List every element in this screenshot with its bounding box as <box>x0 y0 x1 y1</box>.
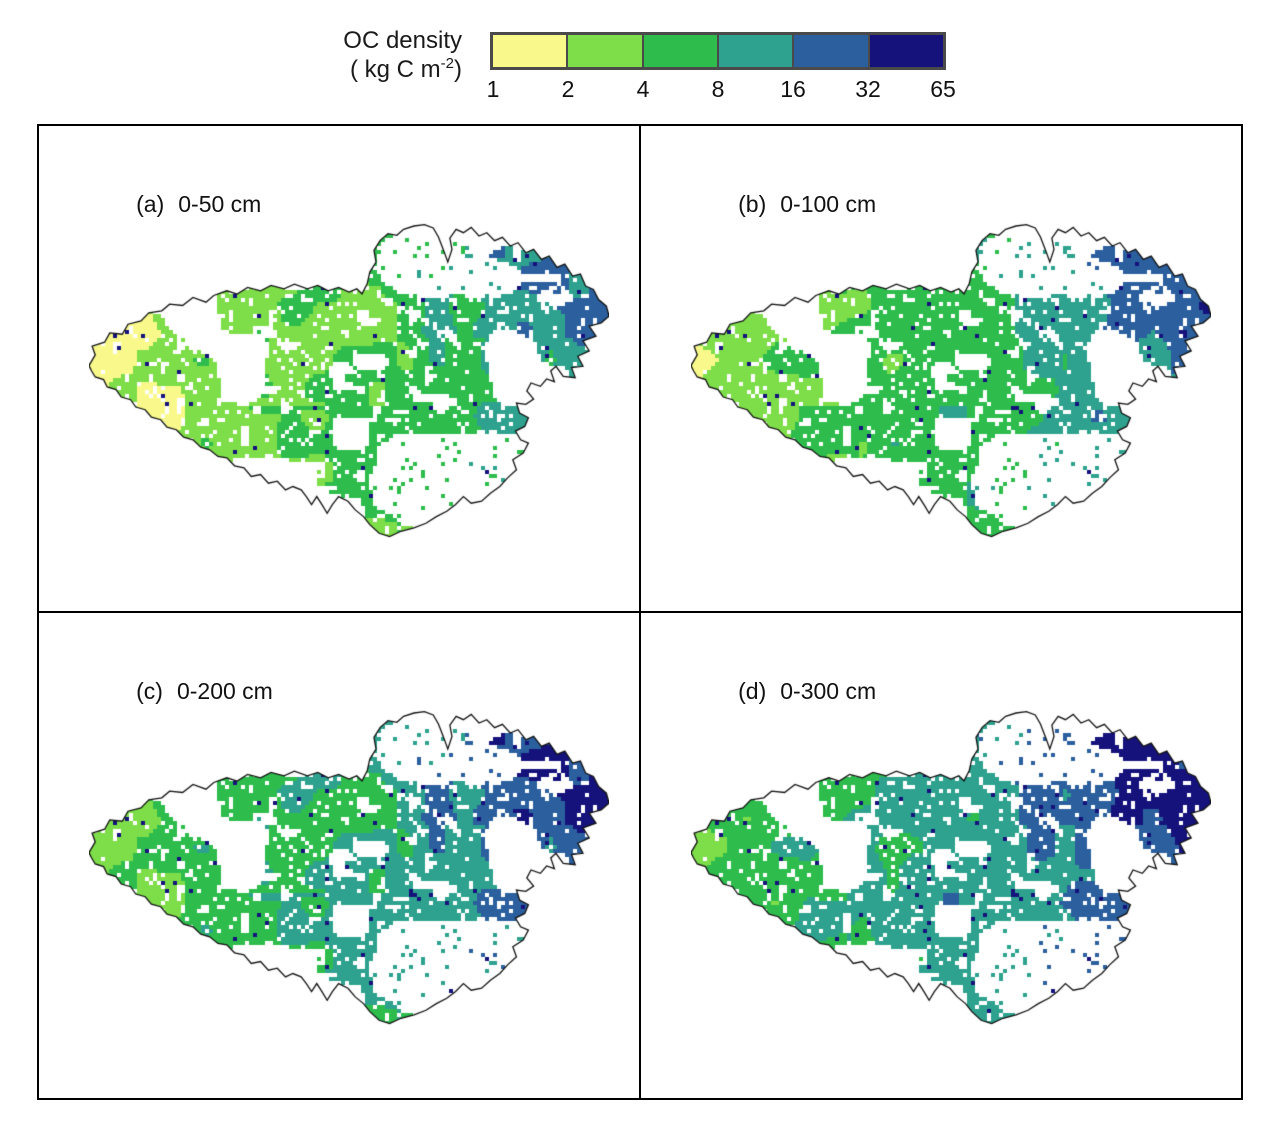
panel-d-depth: 0-300 cm <box>780 678 877 704</box>
panel-c-label: (c) 0-200 cm <box>85 651 273 732</box>
panel-a-label: (a) 0-50 cm <box>85 164 261 245</box>
legend-tick-row: 1 2 4 8 16 32 65 <box>487 76 956 106</box>
panel-a-depth: 0-50 cm <box>178 191 262 217</box>
panel-c: (c) 0-200 cm <box>39 613 639 1098</box>
legend-swatch-4-8 <box>643 35 717 67</box>
legend-unit-exponent: -2 <box>440 55 454 73</box>
panel-a: (a) 0-50 cm <box>39 126 639 611</box>
legend-tick-8: 8 <box>711 76 725 102</box>
panel-b: (b) 0-100 cm <box>641 126 1241 611</box>
legend-swatch-32-65 <box>869 35 943 67</box>
legend-swatch-16-32 <box>794 35 868 67</box>
panel-a-letter: (a) <box>136 191 165 217</box>
legend-tick-2: 2 <box>561 76 575 102</box>
legend-tick-32: 32 <box>855 76 881 102</box>
panel-d-letter: (d) <box>738 678 767 704</box>
legend-swatch-8-16 <box>718 35 793 67</box>
legend-tick-4: 4 <box>636 76 650 102</box>
legend-colorbar <box>490 32 946 70</box>
map-canvas-a <box>89 222 609 556</box>
legend-tick-65: 65 <box>930 76 956 102</box>
legend-swatch-1-2 <box>493 35 567 67</box>
panel-b-depth: 0-100 cm <box>780 191 877 217</box>
panel-d: (d) 0-300 cm <box>641 613 1241 1098</box>
legend-tick-1: 1 <box>486 76 500 102</box>
legend-title-line1: OC density <box>343 27 462 54</box>
legend-swatch-2-4 <box>568 35 642 67</box>
map-canvas-d <box>691 709 1211 1043</box>
panel-b-letter: (b) <box>738 191 767 217</box>
panel-c-letter: (c) <box>136 678 163 704</box>
panel-c-depth: 0-200 cm <box>176 678 273 704</box>
legend-unit-line: ( kg C m-2) <box>349 55 462 84</box>
legend-title: OC density ( kg C m-2) <box>250 26 462 85</box>
panel-grid: (a) 0-50 cm (b) 0-100 cm (c) 0-200 cm (d) 0-… <box>37 124 1243 1100</box>
panel-d-label: (d) 0-300 cm <box>687 651 876 732</box>
panel-b-label: (b) 0-100 cm <box>687 164 876 245</box>
map-canvas-c <box>89 709 609 1043</box>
map-canvas-b <box>691 222 1211 556</box>
legend-tick-16: 16 <box>780 76 806 102</box>
